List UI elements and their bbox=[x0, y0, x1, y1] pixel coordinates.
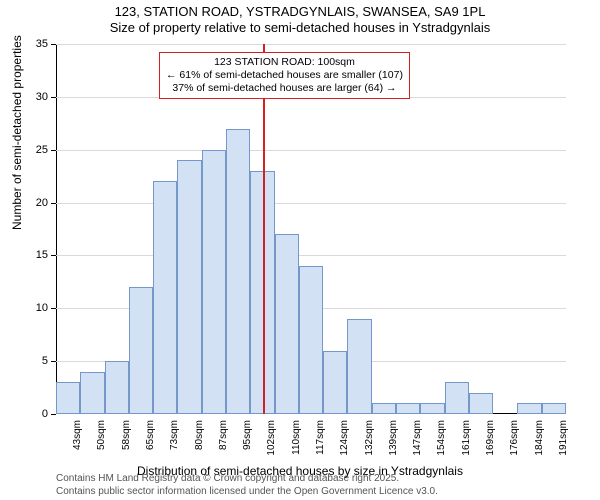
histogram-bar bbox=[105, 361, 129, 414]
histogram-bar bbox=[396, 403, 420, 414]
reference-line bbox=[263, 44, 265, 414]
y-tick-mark bbox=[51, 308, 56, 309]
x-tick-label: 43sqm bbox=[72, 420, 83, 450]
title-line-2: Size of property relative to semi-detach… bbox=[0, 20, 600, 36]
y-tick-mark bbox=[51, 203, 56, 204]
gridline bbox=[56, 150, 566, 151]
histogram-bar bbox=[542, 403, 566, 414]
histogram-bar bbox=[275, 234, 299, 414]
gridline bbox=[56, 44, 566, 45]
annotation-line-1: 123 STATION ROAD: 100sqm bbox=[166, 56, 403, 69]
x-tick-label: 161sqm bbox=[461, 420, 472, 456]
x-tick-label: 124sqm bbox=[339, 420, 350, 456]
x-tick-label: 102sqm bbox=[266, 420, 277, 456]
y-tick-label: 20 bbox=[18, 197, 48, 209]
histogram-bar bbox=[202, 150, 226, 414]
histogram-bar bbox=[129, 287, 153, 414]
histogram-bar bbox=[445, 382, 469, 414]
y-tick-mark bbox=[51, 361, 56, 362]
x-tick-label: 73sqm bbox=[169, 420, 180, 450]
y-tick-mark bbox=[51, 44, 56, 45]
histogram-bar bbox=[56, 382, 80, 414]
y-tick-label: 0 bbox=[18, 408, 48, 420]
annotation-box: 123 STATION ROAD: 100sqm ← 61% of semi-d… bbox=[159, 52, 410, 99]
x-tick-label: 95sqm bbox=[242, 420, 253, 450]
x-tick-label: 191sqm bbox=[558, 420, 569, 456]
histogram-bar bbox=[517, 403, 541, 414]
title-line-1: 123, STATION ROAD, YSTRADGYNLAIS, SWANSE… bbox=[0, 4, 600, 20]
chart-title: 123, STATION ROAD, YSTRADGYNLAIS, SWANSE… bbox=[0, 0, 600, 37]
x-tick-label: 184sqm bbox=[534, 420, 545, 456]
x-tick-label: 169sqm bbox=[485, 420, 496, 456]
y-tick-label: 30 bbox=[18, 91, 48, 103]
x-tick-label: 58sqm bbox=[121, 420, 132, 450]
histogram-bar bbox=[347, 319, 371, 414]
y-tick-label: 5 bbox=[18, 355, 48, 367]
y-axis-line bbox=[56, 44, 57, 414]
x-tick-label: 154sqm bbox=[436, 420, 447, 456]
x-tick-label: 80sqm bbox=[194, 420, 205, 450]
histogram-bar bbox=[299, 266, 323, 414]
histogram-bar bbox=[469, 393, 493, 414]
y-tick-mark bbox=[51, 97, 56, 98]
x-tick-label: 139sqm bbox=[388, 420, 399, 456]
y-tick-label: 15 bbox=[18, 249, 48, 261]
y-tick-mark bbox=[51, 414, 56, 415]
x-tick-label: 117sqm bbox=[315, 420, 326, 455]
x-tick-label: 147sqm bbox=[412, 420, 423, 456]
histogram-bar bbox=[80, 372, 104, 414]
x-tick-label: 50sqm bbox=[96, 420, 107, 450]
histogram-bar bbox=[372, 403, 396, 414]
annotation-line-2: ← 61% of semi-detached houses are smalle… bbox=[166, 69, 403, 82]
gridline bbox=[56, 203, 566, 204]
x-tick-label: 110sqm bbox=[291, 420, 302, 455]
y-tick-mark bbox=[51, 150, 56, 151]
footer-attribution: Contains HM Land Registry data © Crown c… bbox=[56, 473, 438, 498]
footer-line-2: Contains public sector information licen… bbox=[56, 486, 438, 499]
histogram-bar bbox=[226, 129, 250, 414]
y-tick-label: 10 bbox=[18, 302, 48, 314]
x-tick-label: 87sqm bbox=[218, 420, 229, 450]
y-tick-label: 25 bbox=[18, 144, 48, 156]
histogram-bar bbox=[153, 181, 177, 414]
annotation-line-3: 37% of semi-detached houses are larger (… bbox=[166, 82, 403, 95]
x-tick-label: 132sqm bbox=[364, 420, 375, 456]
histogram-bar bbox=[177, 160, 201, 414]
y-tick-mark bbox=[51, 255, 56, 256]
plot-area: 0510152025303543sqm50sqm58sqm65sqm73sqm8… bbox=[56, 44, 566, 414]
histogram-bar bbox=[323, 351, 347, 414]
y-tick-label: 35 bbox=[18, 38, 48, 50]
footer-line-1: Contains HM Land Registry data © Crown c… bbox=[56, 473, 438, 486]
x-tick-label: 176sqm bbox=[509, 420, 520, 456]
gridline bbox=[56, 255, 566, 256]
histogram-bar bbox=[420, 403, 444, 414]
x-tick-label: 65sqm bbox=[145, 420, 156, 450]
